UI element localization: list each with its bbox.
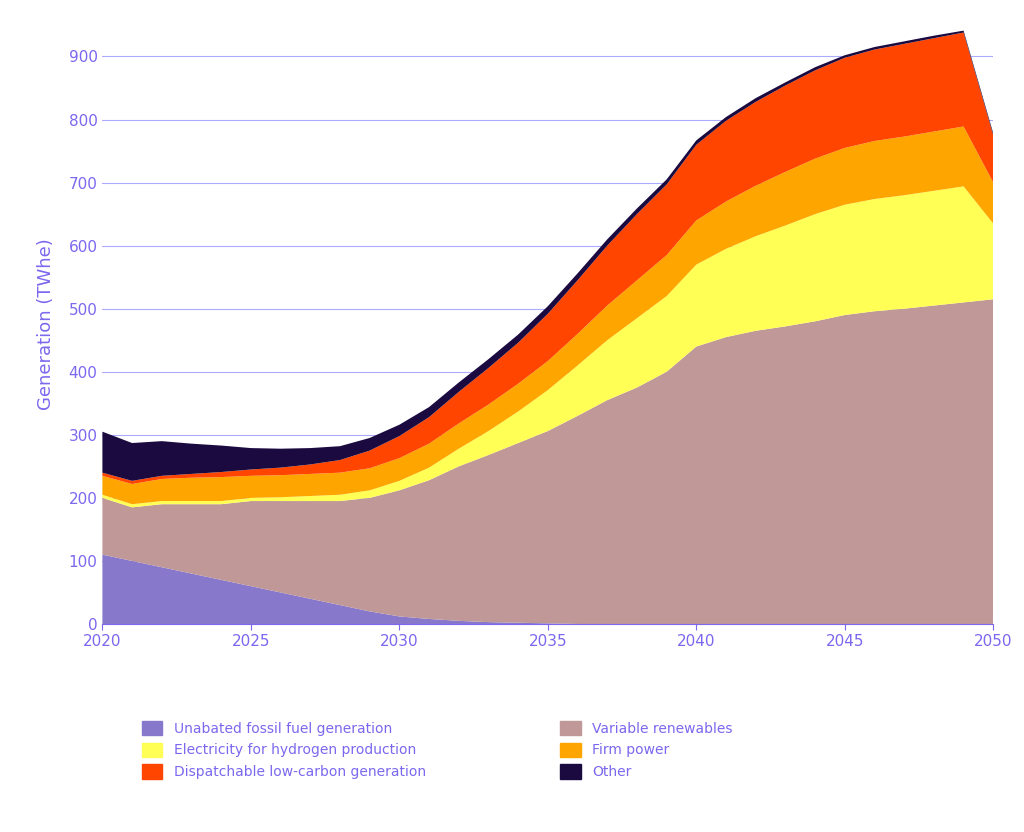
Y-axis label: Generation (TWhe): Generation (TWhe): [37, 239, 54, 410]
Legend: Variable renewables, Firm power, Other: Variable renewables, Firm power, Other: [555, 716, 738, 785]
